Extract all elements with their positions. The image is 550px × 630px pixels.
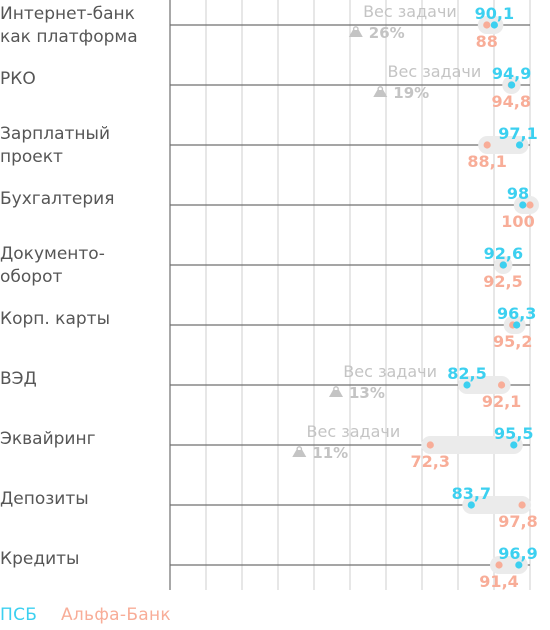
weight-icon xyxy=(373,90,388,97)
category-label: как платформа xyxy=(0,27,138,47)
psb-value-label: 90,1 xyxy=(475,4,514,23)
category-label: Эквайринг xyxy=(0,429,96,449)
gap-band xyxy=(421,436,523,454)
psb-point xyxy=(467,501,475,509)
weight-icon-handle xyxy=(377,86,384,92)
weight-value: 19% xyxy=(393,84,429,102)
alfa-point xyxy=(518,501,526,509)
psb-point xyxy=(515,561,523,569)
psb-point xyxy=(499,261,507,269)
psb-value-label: 95,5 xyxy=(494,424,533,443)
weight-value: 13% xyxy=(349,384,385,402)
weight-icon xyxy=(348,30,363,37)
weight-title: Вес задачи xyxy=(388,62,482,81)
gap-band xyxy=(478,136,529,154)
category-label: Документо- xyxy=(0,244,105,264)
weight-title: Вес задачи xyxy=(307,422,401,441)
alfa-value-label: 95,2 xyxy=(493,332,532,351)
weight-icon-handle xyxy=(352,26,359,32)
alfa-value-label: 97,8 xyxy=(498,512,537,531)
category-label: Корп. карты xyxy=(0,309,110,329)
gap-band xyxy=(458,376,511,394)
alfa-value-label: 92,5 xyxy=(483,272,522,291)
weight-icon xyxy=(329,390,343,397)
legend-psb: ПСБ xyxy=(0,605,38,625)
weight-value: 11% xyxy=(312,444,348,462)
weight-icon xyxy=(292,450,307,457)
category-label: оборот xyxy=(0,267,62,287)
gap-band xyxy=(490,556,528,574)
alfa-value-label: 88,1 xyxy=(467,152,506,171)
alfa-value-label: 72,3 xyxy=(411,452,450,471)
category-label: РКО xyxy=(0,69,36,89)
alfa-point xyxy=(426,441,434,449)
psb-point xyxy=(508,81,516,89)
psb-value-label: 96,9 xyxy=(498,544,537,563)
psb-point xyxy=(463,381,471,389)
weight-icon-handle xyxy=(333,386,339,392)
weight-title: Вес задачи xyxy=(363,2,457,21)
category-label: Интернет-банк xyxy=(0,4,135,24)
weight-title: Вес задачи xyxy=(343,362,437,381)
psb-value-label: 94,9 xyxy=(492,64,531,83)
psb-value-label: 92,6 xyxy=(484,244,523,263)
alfa-value-label: 94,8 xyxy=(492,92,531,111)
alfa-point xyxy=(526,201,534,209)
alfa-value-label: 88 xyxy=(476,32,498,51)
gap-band xyxy=(477,16,504,34)
alfa-point xyxy=(483,141,491,149)
alfa-point xyxy=(483,21,491,29)
weight-value: 26% xyxy=(369,24,405,42)
alfa-value-label: 91,4 xyxy=(479,572,518,591)
category-label: Зарплатный xyxy=(0,124,110,144)
psb-point xyxy=(513,321,521,329)
alfa-point xyxy=(495,561,503,569)
legend: ПСБ Альфа-Банк xyxy=(0,605,189,625)
alfa-point xyxy=(497,381,506,389)
psb-value-label: 82,5 xyxy=(447,364,486,383)
category-label: Депозиты xyxy=(0,489,89,509)
alfa-value-label: 92,1 xyxy=(482,392,521,411)
psb-point xyxy=(510,441,518,449)
gap-band xyxy=(462,496,532,514)
psb-value-label: 96,3 xyxy=(497,304,536,323)
psb-point xyxy=(519,201,527,209)
category-label: Кредиты xyxy=(0,549,79,569)
weight-icon-handle xyxy=(296,446,303,452)
category-label: ВЭД xyxy=(0,369,37,389)
legend-alfa-bank: Альфа-Банк xyxy=(60,605,172,625)
category-label: проект xyxy=(0,147,63,167)
category-label: Бухгалтерия xyxy=(0,189,114,209)
psb-value-label: 97,1 xyxy=(498,124,537,143)
psb-point xyxy=(490,21,498,29)
psb-value-label: 98 xyxy=(507,184,529,203)
psb-value-label: 83,7 xyxy=(452,484,491,503)
psb-point xyxy=(515,141,524,149)
alfa-value-label: 100 xyxy=(501,212,534,231)
